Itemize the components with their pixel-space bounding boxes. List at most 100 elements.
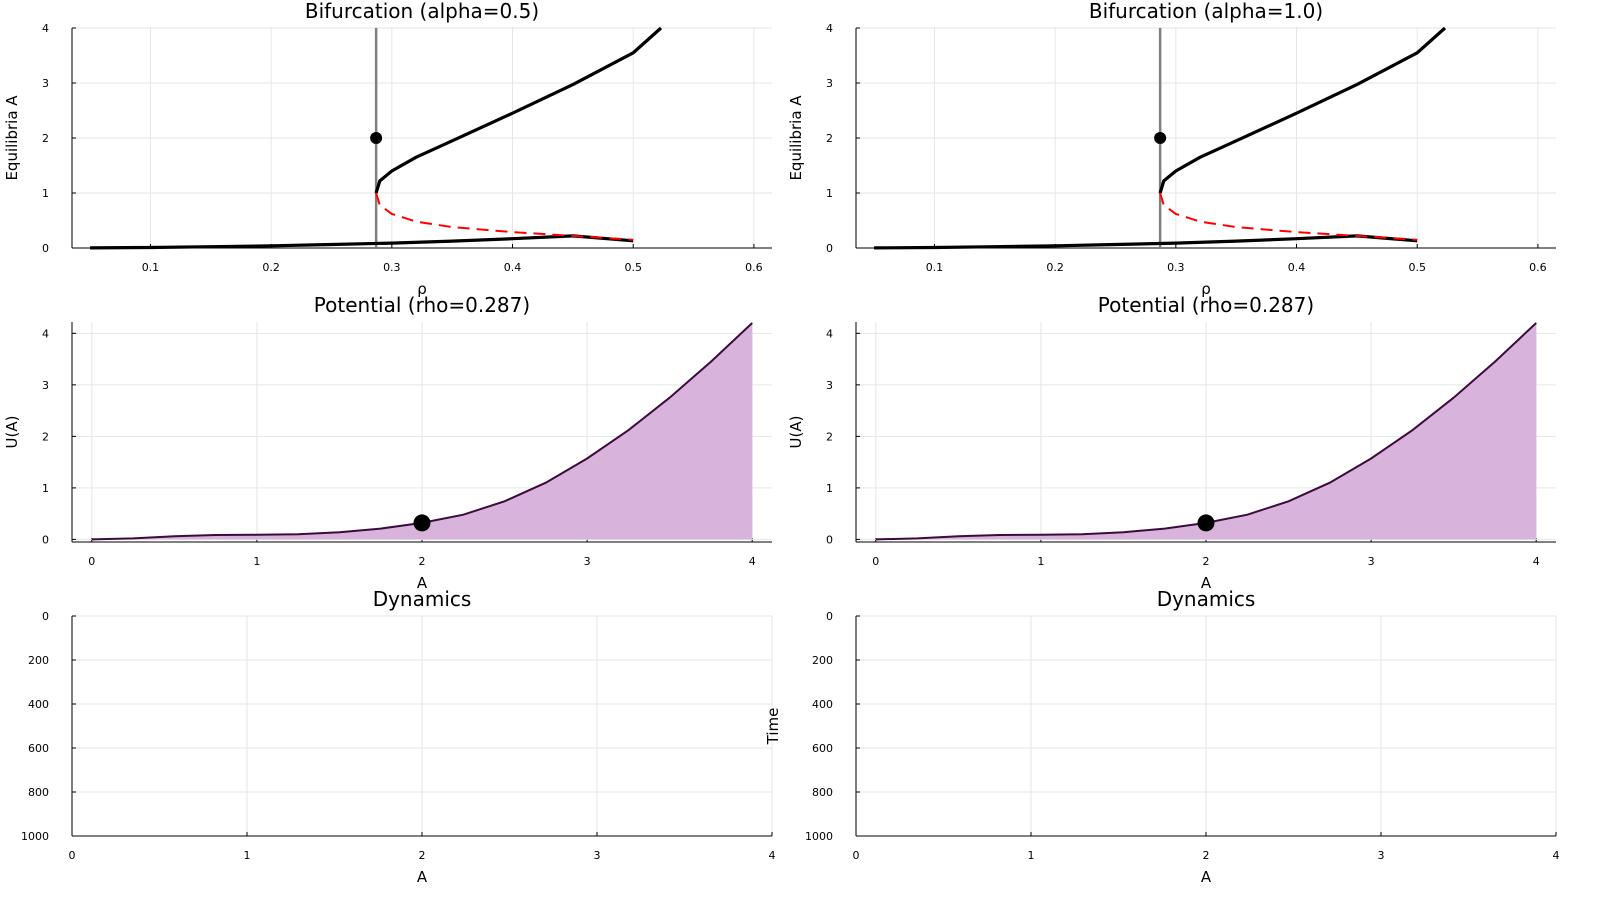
potential-area-fill bbox=[875, 323, 1537, 540]
x-tick-label: 2 bbox=[1203, 849, 1210, 862]
y-tick-label: 3 bbox=[826, 77, 833, 90]
y-tick-label: 800 bbox=[812, 786, 833, 799]
state-marker-point bbox=[370, 132, 383, 144]
subplot-title: Bifurcation (alpha=0.5) bbox=[305, 0, 539, 23]
x-tick-label: 0.4 bbox=[1288, 261, 1306, 274]
x-axis-label: A bbox=[1201, 574, 1212, 592]
x-tick-label: 4 bbox=[749, 555, 756, 568]
x-tick-label: 0 bbox=[853, 849, 860, 862]
x-tick-label: 3 bbox=[1378, 849, 1385, 862]
x-tick-label: 0.4 bbox=[504, 261, 522, 274]
stable-branch-line bbox=[90, 234, 634, 250]
y-tick-label: 1 bbox=[826, 482, 833, 495]
stable-branch-line bbox=[1158, 26, 1447, 194]
y-tick-label: 4 bbox=[42, 22, 49, 35]
unstable-branch-line bbox=[375, 192, 634, 241]
x-tick-label: 2 bbox=[419, 555, 426, 568]
y-tick-label: 2 bbox=[42, 132, 49, 145]
subplot-5: 0 1 2 3 4 0 200 400 600 800 1000 Dynamics A bbox=[21, 587, 776, 886]
y-tick-label: 3 bbox=[42, 77, 49, 90]
x-tick-label: 3 bbox=[1368, 555, 1375, 568]
stable-branch-line bbox=[874, 234, 1418, 250]
y-tick-label: 4 bbox=[826, 327, 833, 340]
subplot-3: 0 1 2 3 4 0 1 2 3 4 Potential (rho=0.287) A U(A) bbox=[3, 293, 772, 592]
y-tick-label: 1000 bbox=[21, 830, 49, 843]
y-tick-label: 1 bbox=[826, 187, 833, 200]
x-tick-label: 0.2 bbox=[262, 261, 280, 274]
subplot-title: Bifurcation (alpha=1.0) bbox=[1089, 0, 1323, 23]
y-axis-label: Time bbox=[764, 708, 782, 746]
x-axis-label: A bbox=[417, 574, 428, 592]
y-tick-label: 4 bbox=[826, 22, 833, 35]
subplot-title: Dynamics bbox=[373, 587, 472, 611]
subplot-1: 0.1 0.2 0.3 0.4 0.5 0.6 0 1 2 3 4 Bifurcation (alph… bbox=[3, 0, 772, 298]
x-tick-label: 1 bbox=[244, 849, 251, 862]
subplot-title: Potential (rho=0.287) bbox=[1098, 293, 1314, 317]
y-tick-label: 2 bbox=[826, 132, 833, 145]
x-tick-label: 0.5 bbox=[624, 261, 642, 274]
y-tick-label: 3 bbox=[826, 379, 833, 392]
y-tick-label: 800 bbox=[28, 786, 49, 799]
y-axis-label: Equilibria A bbox=[787, 95, 805, 181]
y-tick-label: 0 bbox=[826, 242, 833, 255]
x-tick-label: 0.3 bbox=[1167, 261, 1185, 274]
x-tick-label: 2 bbox=[419, 849, 426, 862]
state-marker-point bbox=[1154, 132, 1167, 144]
x-tick-label: 1 bbox=[1028, 849, 1035, 862]
y-tick-label: 600 bbox=[28, 742, 49, 755]
subplot-4: 0 1 2 3 4 0 1 2 3 4 Potential (rho=0.287) A U(A) bbox=[787, 293, 1556, 592]
x-tick-label: 1 bbox=[1037, 555, 1044, 568]
y-tick-label: 1000 bbox=[805, 830, 833, 843]
y-tick-label: 2 bbox=[42, 430, 49, 443]
unstable-branch-line bbox=[1159, 192, 1418, 241]
x-tick-label: 0.5 bbox=[1408, 261, 1426, 274]
y-tick-label: 3 bbox=[42, 379, 49, 392]
x-tick-label: 0.1 bbox=[926, 261, 944, 274]
y-tick-label: 400 bbox=[812, 698, 833, 711]
y-axis-label: U(A) bbox=[787, 416, 805, 449]
x-tick-label: 0.6 bbox=[745, 261, 763, 274]
x-tick-label: 1 bbox=[253, 555, 260, 568]
state-marker-point bbox=[1197, 514, 1215, 532]
y-tick-label: 2 bbox=[826, 430, 833, 443]
potential-area-fill bbox=[91, 323, 753, 540]
x-axis-label: ρ bbox=[1201, 280, 1211, 298]
y-tick-label: 0 bbox=[42, 242, 49, 255]
x-tick-label: 3 bbox=[584, 555, 591, 568]
x-axis-label: ρ bbox=[417, 280, 427, 298]
x-axis-label: A bbox=[1201, 868, 1212, 886]
x-tick-label: 0 bbox=[88, 555, 95, 568]
y-tick-label: 4 bbox=[42, 327, 49, 340]
y-tick-label: 0 bbox=[826, 533, 833, 546]
x-tick-label: 0 bbox=[69, 849, 76, 862]
x-tick-label: 0 bbox=[872, 555, 879, 568]
subplot-6: 0 1 2 3 4 0 200 400 600 800 1000 Dynamics A Time bbox=[764, 587, 1560, 886]
y-axis-label: Equilibria A bbox=[3, 95, 21, 181]
subplot-2: 0.1 0.2 0.3 0.4 0.5 0.6 0 1 2 3 4 Bifurcation (alph… bbox=[787, 0, 1556, 298]
stable-branch-line bbox=[374, 26, 663, 194]
x-tick-label: 2 bbox=[1203, 555, 1210, 568]
y-tick-label: 400 bbox=[28, 698, 49, 711]
y-tick-label: 1 bbox=[42, 482, 49, 495]
y-tick-label: 1 bbox=[42, 187, 49, 200]
x-tick-label: 3 bbox=[594, 849, 601, 862]
state-marker-point bbox=[413, 514, 431, 532]
y-tick-label: 200 bbox=[28, 654, 49, 667]
y-tick-label: 0 bbox=[42, 610, 49, 623]
y-tick-label: 600 bbox=[812, 742, 833, 755]
x-tick-label: 0.2 bbox=[1046, 261, 1064, 274]
y-tick-label: 200 bbox=[812, 654, 833, 667]
subplot-title: Potential (rho=0.287) bbox=[314, 293, 530, 317]
y-tick-label: 0 bbox=[826, 610, 833, 623]
y-tick-label: 0 bbox=[42, 533, 49, 546]
x-tick-label: 4 bbox=[1553, 849, 1560, 862]
x-axis-label: A bbox=[417, 868, 428, 886]
x-tick-label: 4 bbox=[769, 849, 776, 862]
y-axis-label: U(A) bbox=[3, 416, 21, 449]
x-tick-label: 4 bbox=[1533, 555, 1540, 568]
x-tick-label: 0.3 bbox=[383, 261, 401, 274]
x-tick-label: 0.1 bbox=[142, 261, 160, 274]
subplot-title: Dynamics bbox=[1157, 587, 1256, 611]
x-tick-label: 0.6 bbox=[1529, 261, 1547, 274]
